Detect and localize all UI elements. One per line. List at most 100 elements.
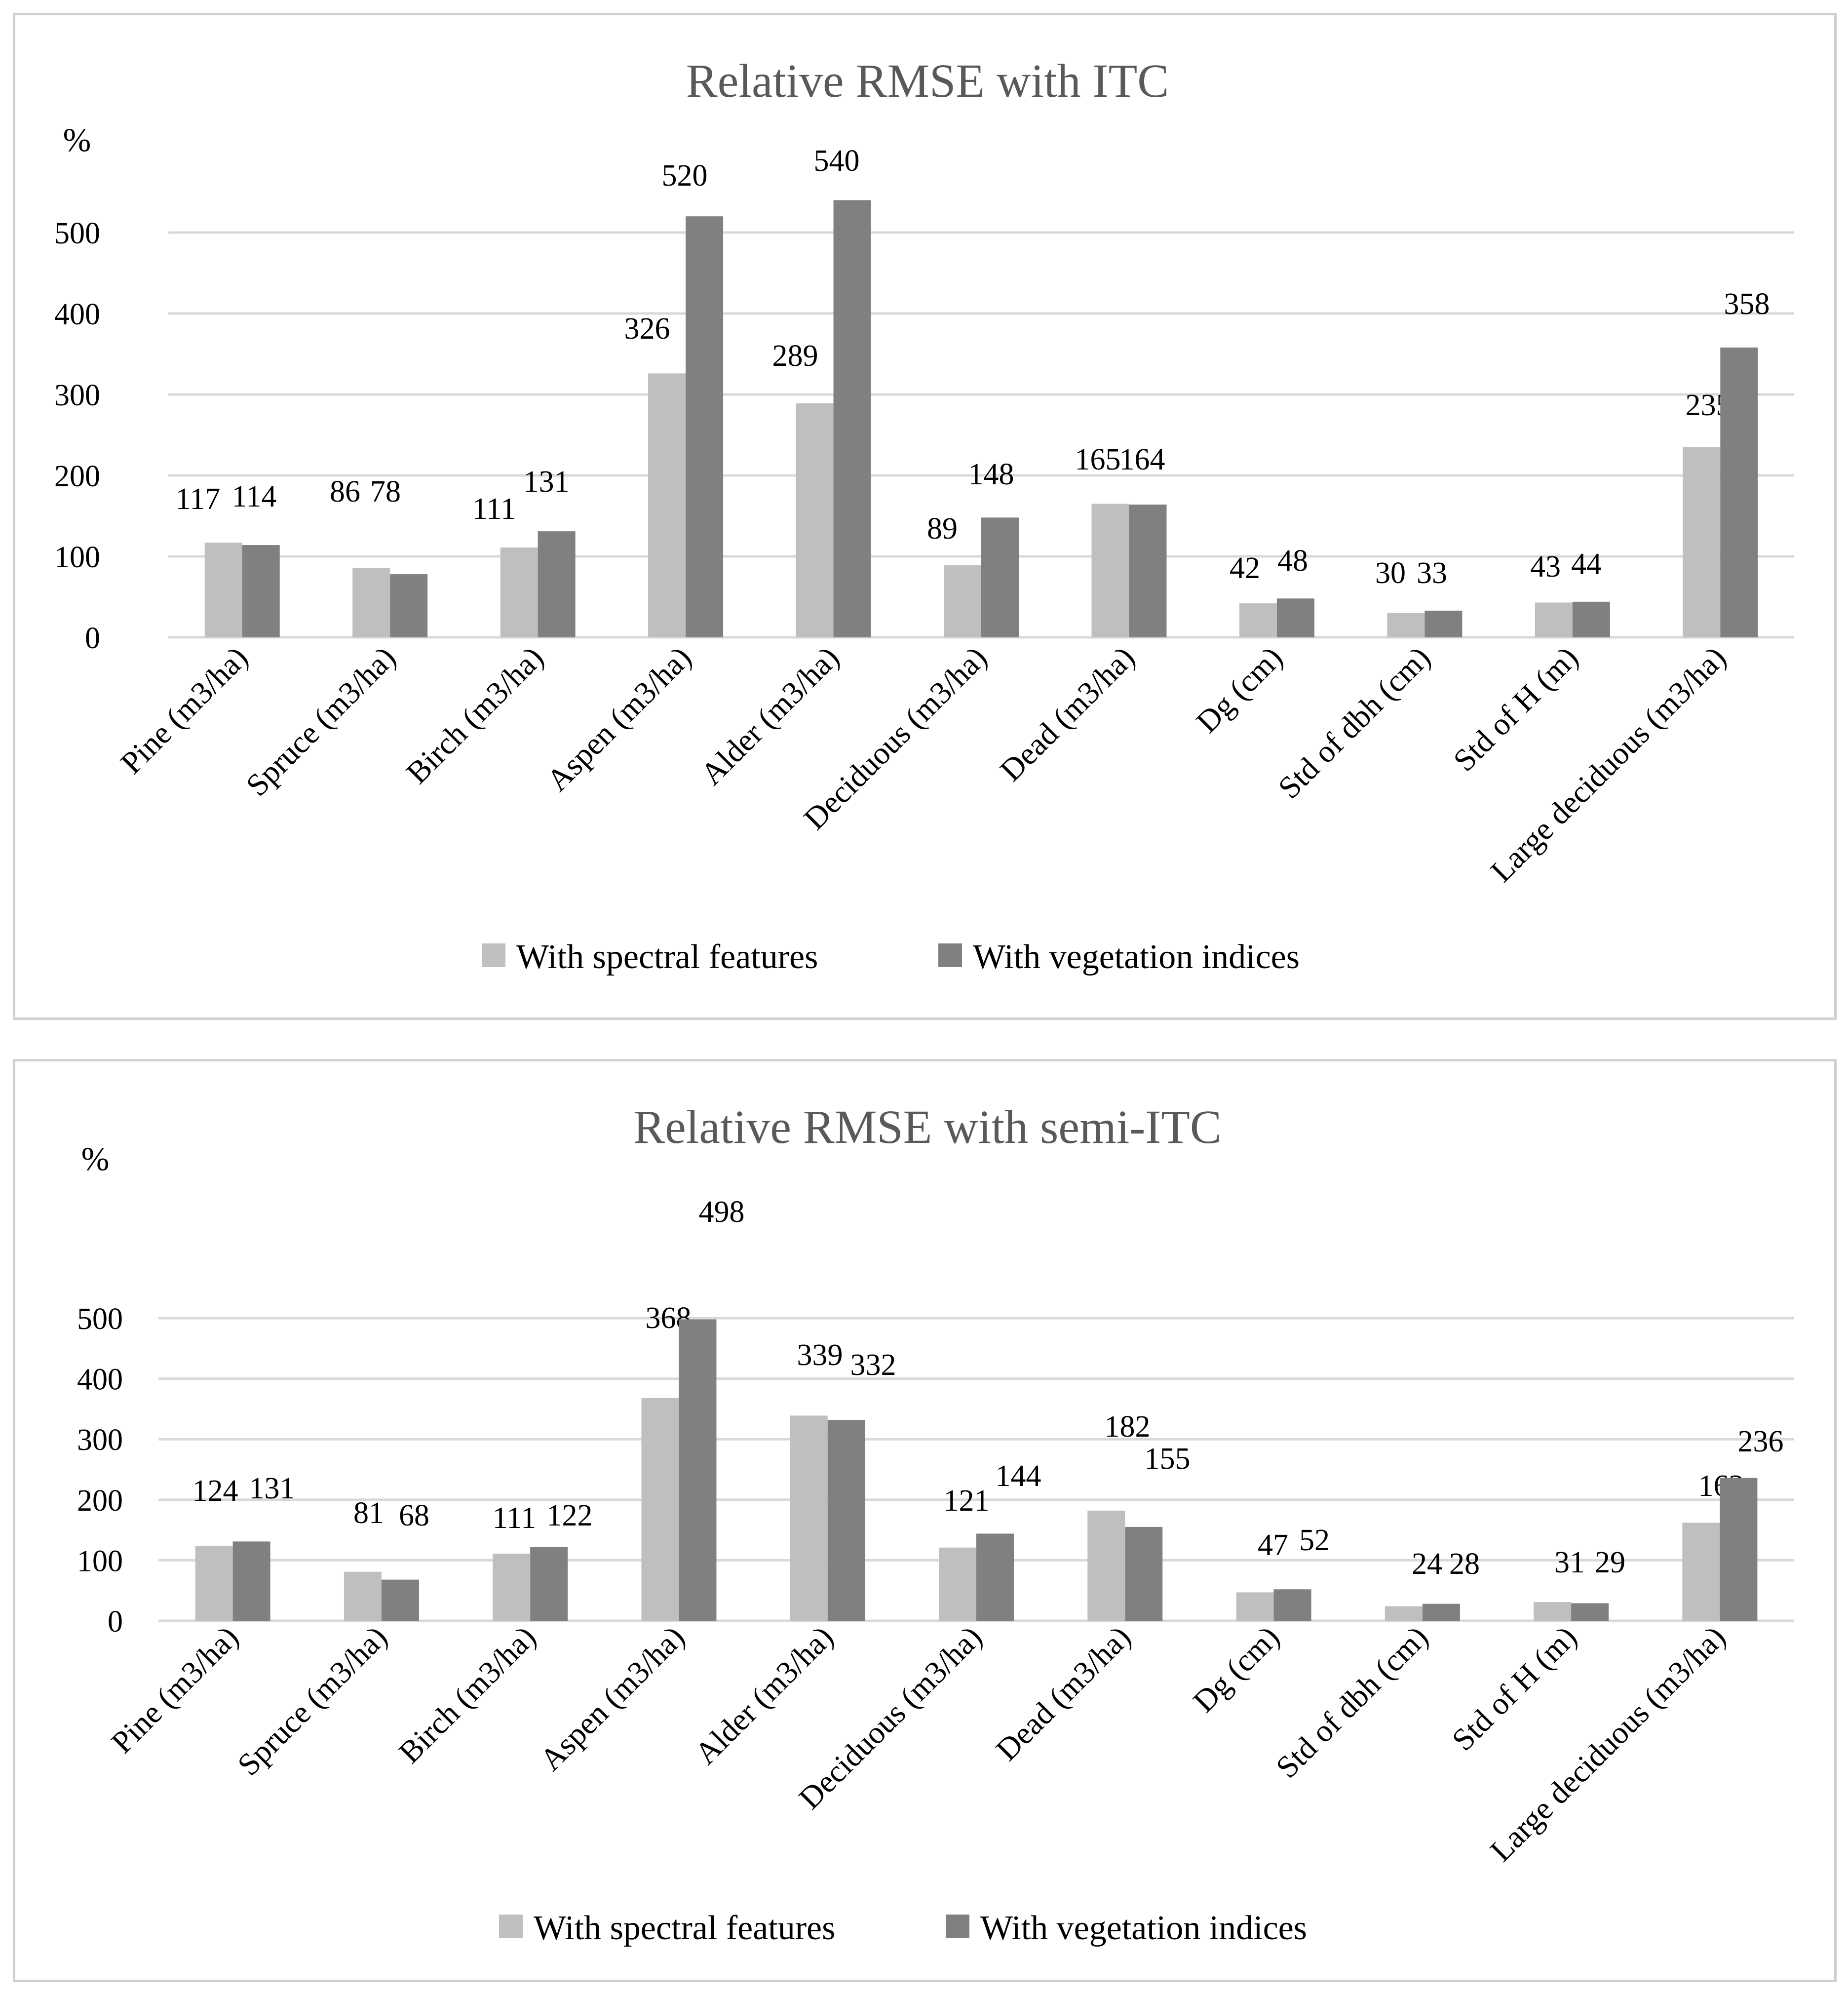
y-tick-label: 300	[77, 1423, 123, 1457]
category-label: Aspen (m3/ha)	[533, 1619, 691, 1777]
data-label: 111	[493, 1501, 536, 1535]
bar-vegetation	[1125, 1526, 1163, 1621]
bar-vegetation	[1129, 505, 1167, 637]
bar-spectral	[641, 1398, 679, 1621]
data-label: 182	[1105, 1410, 1151, 1444]
bar-spectral	[1387, 613, 1425, 637]
bar-vegetation	[1571, 1603, 1609, 1621]
y-tick-label: 0	[108, 1605, 123, 1639]
data-label: 68	[399, 1499, 429, 1532]
category-label: Pine (m3/ha)	[114, 640, 254, 781]
category-label: Alder (m3/ha)	[694, 640, 846, 792]
bar-vegetation	[530, 1547, 568, 1621]
y-tick-label: 200	[77, 1484, 123, 1518]
bar-spectral	[1535, 602, 1573, 637]
y-tick-label: 100	[54, 541, 100, 574]
data-label: 42	[1230, 551, 1260, 585]
data-label: 48	[1277, 544, 1308, 578]
data-label: 358	[1724, 287, 1770, 321]
data-label: 164	[1119, 443, 1165, 476]
bar-spectral	[1239, 603, 1277, 637]
legend-swatch-vegetation	[946, 1915, 969, 1938]
legend-swatch-vegetation	[938, 943, 962, 967]
chart-itc: Relative RMSE with ITC% 0 100 200 300 400 500 1…	[13, 13, 1837, 1020]
y-tick-label: 300	[54, 379, 100, 412]
y-tick-label: 0	[85, 622, 100, 655]
data-label: 165	[1075, 443, 1121, 476]
bar-spectral	[1682, 1523, 1720, 1621]
bar-vegetation	[1276, 598, 1314, 637]
legend-label: With vegetation indices	[980, 1909, 1307, 1947]
data-label: 289	[772, 339, 818, 373]
bar-vegetation	[1273, 1589, 1311, 1621]
bar-vegetation	[686, 216, 724, 637]
bar-vegetation	[1572, 601, 1610, 637]
bar-vegetation	[538, 531, 576, 637]
chart-itc-plot: Relative RMSE with ITC% 0 100 200 300 400 500 1…	[54, 54, 1794, 976]
chart-title: Relative RMSE with semi-ITC	[633, 1100, 1222, 1153]
legend-label: With vegetation indices	[973, 938, 1300, 976]
bar-vegetation	[833, 200, 871, 637]
bar-vegetation	[1422, 1604, 1460, 1621]
data-label: 44	[1571, 548, 1602, 581]
legend-swatch-spectral	[482, 943, 505, 967]
bar-spectral	[1087, 1510, 1125, 1621]
bar-vegetation	[1720, 347, 1758, 637]
data-label: 117	[176, 482, 221, 516]
data-label: 155	[1145, 1442, 1191, 1476]
data-label: 47	[1258, 1528, 1288, 1562]
data-label: 52	[1299, 1524, 1330, 1557]
bar-vegetation	[232, 1541, 270, 1621]
y-tick-label: 500	[54, 217, 100, 250]
legend-label: With spectral features	[534, 1909, 835, 1947]
chart-title: Relative RMSE with ITC	[686, 54, 1169, 107]
data-label: 131	[524, 465, 570, 499]
data-label: 29	[1595, 1546, 1625, 1579]
bar-spectral	[939, 1547, 976, 1621]
category-label: Pine (m3/ha)	[104, 1619, 245, 1760]
bar-spectral	[493, 1553, 531, 1621]
legend-label: With spectral features	[516, 938, 818, 976]
y-tick-label: 500	[77, 1302, 123, 1336]
category-label: Dg (cm)	[1186, 1619, 1286, 1719]
category-label: Large deciduous (m3/ha)	[1484, 640, 1732, 889]
category-label: Birch (m3/ha)	[392, 1619, 542, 1770]
bar-vegetation	[381, 1579, 419, 1621]
category-label: Std of H (m)	[1446, 640, 1584, 778]
category-label: Dead (m3/ha)	[993, 640, 1141, 788]
bar-vegetation	[976, 1533, 1014, 1621]
bar-vegetation	[1424, 610, 1463, 637]
data-label: 124	[192, 1474, 238, 1508]
y-axis-unit-label: %	[81, 1140, 110, 1177]
data-label: 236	[1738, 1425, 1784, 1458]
legend-swatch-spectral	[499, 1915, 523, 1938]
chart-semi-itc-plot: Relative RMSE with semi-ITC% 0 100 200 300 40…	[77, 1100, 1794, 1947]
data-label: 121	[944, 1484, 990, 1518]
data-label: 122	[547, 1499, 593, 1532]
category-label: Std of dbh (cm)	[1269, 1619, 1435, 1785]
y-tick-label: 400	[77, 1363, 123, 1397]
bar-vegetation	[242, 545, 280, 637]
category-label: Spruce (m3/ha)	[231, 1619, 393, 1782]
bar-spectral	[1534, 1602, 1572, 1621]
data-label: 81	[353, 1496, 384, 1530]
bar-vegetation	[1720, 1478, 1758, 1621]
category-label: Aspen (m3/ha)	[540, 640, 698, 798]
data-label: 540	[814, 144, 860, 178]
data-label: 33	[1417, 556, 1447, 590]
data-label: 326	[624, 312, 670, 346]
category-label: Spruce (m3/ha)	[239, 640, 402, 803]
data-label: 114	[232, 480, 277, 513]
bar-vegetation	[679, 1319, 717, 1621]
y-axis-unit-label: %	[63, 121, 91, 158]
bar-spectral	[944, 565, 981, 637]
category-label: Dg (cm)	[1190, 640, 1289, 740]
data-label: 30	[1375, 556, 1406, 590]
y-tick-label: 100	[77, 1544, 123, 1578]
bar-spectral	[500, 547, 538, 637]
data-label: 339	[797, 1338, 843, 1372]
y-tick-label: 400	[54, 298, 100, 331]
data-label: 78	[370, 475, 401, 509]
bar-vegetation	[390, 574, 428, 637]
data-label: 144	[996, 1459, 1041, 1493]
